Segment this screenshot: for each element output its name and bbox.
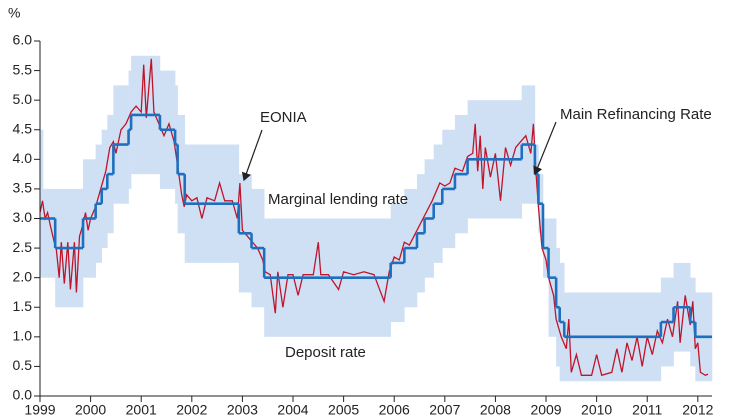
x-tick-label: 2007 (429, 402, 460, 418)
x-tick-label: 2004 (277, 402, 308, 418)
x-tick-label: 2011 (632, 402, 662, 418)
x-tick-label: 2012 (682, 402, 713, 418)
y-tick-label: 0.5 (13, 357, 33, 373)
y-tick-label: 4.0 (13, 150, 33, 166)
annotation: Deposit rate (285, 344, 366, 361)
annotation: Main Refinancing Rate (560, 106, 712, 123)
y-tick-label: 5.0 (13, 91, 33, 107)
y-tick-label: 5.5 (13, 61, 33, 77)
x-tick-label: 2000 (75, 402, 106, 418)
annotation-arrow (241, 129, 263, 182)
x-tick-label: 2001 (126, 402, 157, 418)
corridor-band (43, 188, 56, 278)
annotation: EONIA (260, 109, 307, 126)
y-tick-label: 1.5 (13, 298, 33, 314)
x-tick-label: 2009 (530, 402, 561, 418)
y-tick-label: 2.5 (13, 239, 33, 255)
x-tick-label: 1999 (24, 402, 55, 418)
y-tick-label: 1.0 (13, 328, 33, 344)
y-unit: % (8, 5, 20, 21)
y-tick-label: 2.0 (13, 268, 33, 284)
x-tick-label: 2006 (379, 402, 410, 418)
x-tick-label: 2003 (227, 402, 258, 418)
annotation: Marginal lending rate (268, 191, 408, 208)
eonia-line (39, 58, 709, 377)
annotation-arrow (533, 121, 557, 176)
y-tick-label: 3.5 (13, 180, 33, 196)
x-tick-label: 2010 (581, 402, 612, 418)
x-tick-label: 2008 (480, 402, 511, 418)
y-tick-label: 3.0 (13, 209, 33, 225)
y-tick-label: 0.0 (13, 387, 33, 403)
y-tick-label: 4.5 (13, 120, 33, 136)
y-tick-label: 6.0 (13, 32, 33, 48)
x-tick-label: 2002 (176, 402, 207, 418)
x-tick-label: 2005 (328, 402, 359, 418)
